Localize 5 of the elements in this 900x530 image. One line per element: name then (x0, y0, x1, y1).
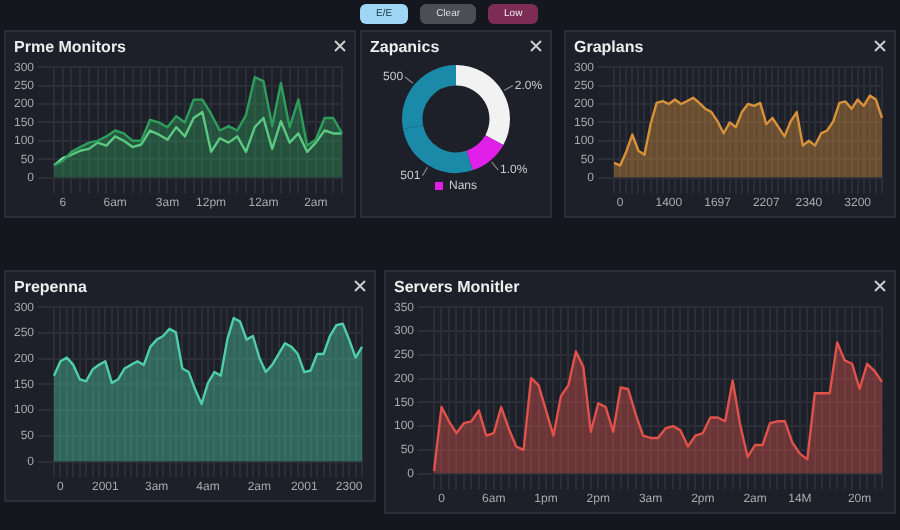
chart-title: Prme Monitors (14, 38, 127, 56)
chart-title: Graplans (574, 38, 644, 56)
chart-title: Prepenna (14, 278, 87, 296)
chart-title: Servers Monitler (394, 278, 520, 296)
chart-title: Zapanics (370, 38, 440, 56)
